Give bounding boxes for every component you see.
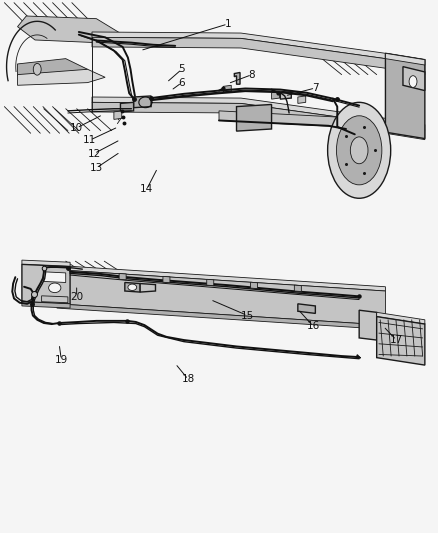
Text: 11: 11: [83, 135, 96, 145]
Polygon shape: [359, 310, 377, 340]
Polygon shape: [298, 304, 315, 313]
Text: 1: 1: [224, 19, 231, 29]
Polygon shape: [18, 16, 123, 43]
Polygon shape: [280, 92, 291, 99]
Polygon shape: [22, 302, 70, 308]
Text: 7: 7: [312, 83, 319, 93]
Polygon shape: [237, 104, 272, 131]
Text: 5: 5: [178, 64, 185, 74]
Polygon shape: [92, 97, 425, 130]
Ellipse shape: [336, 116, 382, 185]
Text: 14: 14: [140, 184, 153, 194]
Polygon shape: [298, 96, 306, 103]
Polygon shape: [377, 312, 425, 324]
Polygon shape: [92, 32, 425, 65]
Polygon shape: [207, 279, 214, 286]
Polygon shape: [251, 282, 258, 289]
Polygon shape: [57, 304, 385, 329]
Text: 13: 13: [90, 163, 103, 173]
Ellipse shape: [328, 102, 391, 198]
Polygon shape: [140, 284, 155, 292]
Polygon shape: [385, 53, 425, 139]
Polygon shape: [18, 69, 105, 85]
Polygon shape: [119, 273, 126, 280]
Polygon shape: [223, 85, 231, 93]
Text: 18: 18: [182, 375, 195, 384]
Polygon shape: [403, 67, 425, 91]
Ellipse shape: [33, 63, 41, 75]
Polygon shape: [44, 272, 66, 282]
Text: 15: 15: [241, 311, 254, 320]
Polygon shape: [120, 102, 134, 112]
Text: 20: 20: [70, 292, 83, 302]
Polygon shape: [272, 92, 279, 99]
Polygon shape: [385, 53, 425, 65]
Polygon shape: [234, 72, 240, 84]
Ellipse shape: [128, 284, 137, 290]
Text: 12: 12: [88, 149, 101, 158]
Polygon shape: [219, 111, 342, 127]
Text: 16: 16: [307, 321, 320, 331]
Polygon shape: [42, 296, 68, 303]
Polygon shape: [134, 96, 151, 108]
Polygon shape: [377, 317, 425, 365]
Polygon shape: [22, 264, 70, 304]
Text: 6: 6: [178, 78, 185, 87]
Text: 17: 17: [390, 335, 403, 345]
Text: 8: 8: [248, 70, 255, 79]
Ellipse shape: [409, 76, 417, 87]
Text: 10: 10: [70, 123, 83, 133]
Polygon shape: [125, 282, 140, 292]
Ellipse shape: [350, 137, 368, 164]
Polygon shape: [22, 260, 70, 266]
Polygon shape: [114, 111, 122, 119]
Text: 19: 19: [55, 355, 68, 365]
Polygon shape: [92, 102, 425, 140]
Polygon shape: [57, 270, 385, 325]
Polygon shape: [57, 265, 385, 291]
Polygon shape: [294, 285, 301, 292]
Polygon shape: [18, 59, 88, 76]
Ellipse shape: [49, 283, 61, 293]
Polygon shape: [92, 37, 425, 75]
Polygon shape: [163, 276, 170, 282]
